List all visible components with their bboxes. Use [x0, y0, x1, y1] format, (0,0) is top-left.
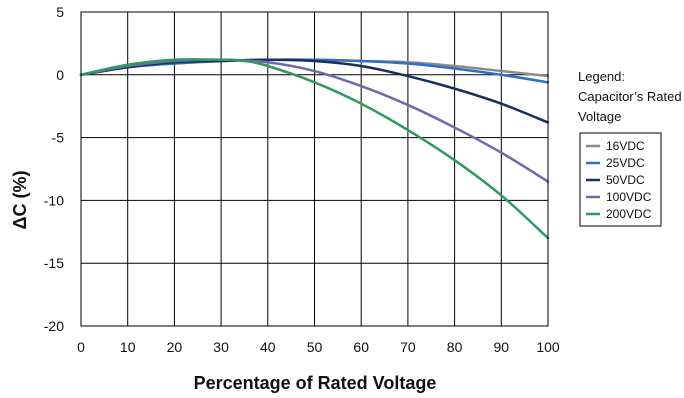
x-tick-label: 60: [353, 339, 369, 355]
x-tick-label: 40: [260, 339, 276, 355]
y-tick-label: -15: [44, 255, 64, 271]
y-tick-label: -10: [44, 192, 64, 208]
y-tick-labels: 5 0 -5 -10 -15 -20: [44, 4, 64, 334]
y-tick-label: 5: [56, 4, 64, 20]
legend-items: 16VDC 25VDC 50VDC 100VDC 200VDC: [586, 139, 652, 221]
legend-entry: 50VDC: [606, 173, 645, 187]
legend-entry: 100VDC: [606, 190, 652, 204]
legend-title-line: Voltage: [578, 109, 621, 124]
x-tick-label: 90: [494, 339, 510, 355]
series-lines: [79, 58, 550, 240]
series-line-100vdc: [79, 58, 550, 183]
series-line-200vdc: [79, 58, 550, 240]
x-axis-label: Percentage of Rated Voltage: [194, 373, 437, 393]
x-tick-label: 0: [77, 339, 85, 355]
x-tick-label: 80: [447, 339, 463, 355]
y-tick-label: -5: [52, 130, 65, 146]
y-tick-label: -20: [44, 318, 64, 334]
x-tick-label: 30: [213, 339, 229, 355]
plot-frame: [80, 11, 549, 327]
x-tick-label: 100: [536, 339, 560, 355]
legend-entry: 16VDC: [606, 139, 645, 153]
x-tick-label: 10: [120, 339, 136, 355]
legend-entry: 25VDC: [606, 156, 645, 170]
y-tick-label: 0: [56, 67, 64, 83]
x-tick-label: 50: [307, 339, 323, 355]
legend: Legend: Capacitor’s Rated Voltage 16VDC 2…: [578, 69, 682, 227]
x-tick-label: 20: [167, 339, 183, 355]
x-tick-label: 70: [400, 339, 416, 355]
series-line-50vdc: [79, 58, 550, 124]
y-axis-label: ΔC (%): [10, 171, 30, 230]
legend-entry: 200VDC: [606, 207, 652, 221]
legend-title-line: Legend:: [578, 69, 625, 84]
legend-title-line: Capacitor’s Rated: [578, 89, 682, 104]
x-tick-labels: 0 10 20 30 40 50 60 70 80 90 100: [77, 339, 560, 355]
